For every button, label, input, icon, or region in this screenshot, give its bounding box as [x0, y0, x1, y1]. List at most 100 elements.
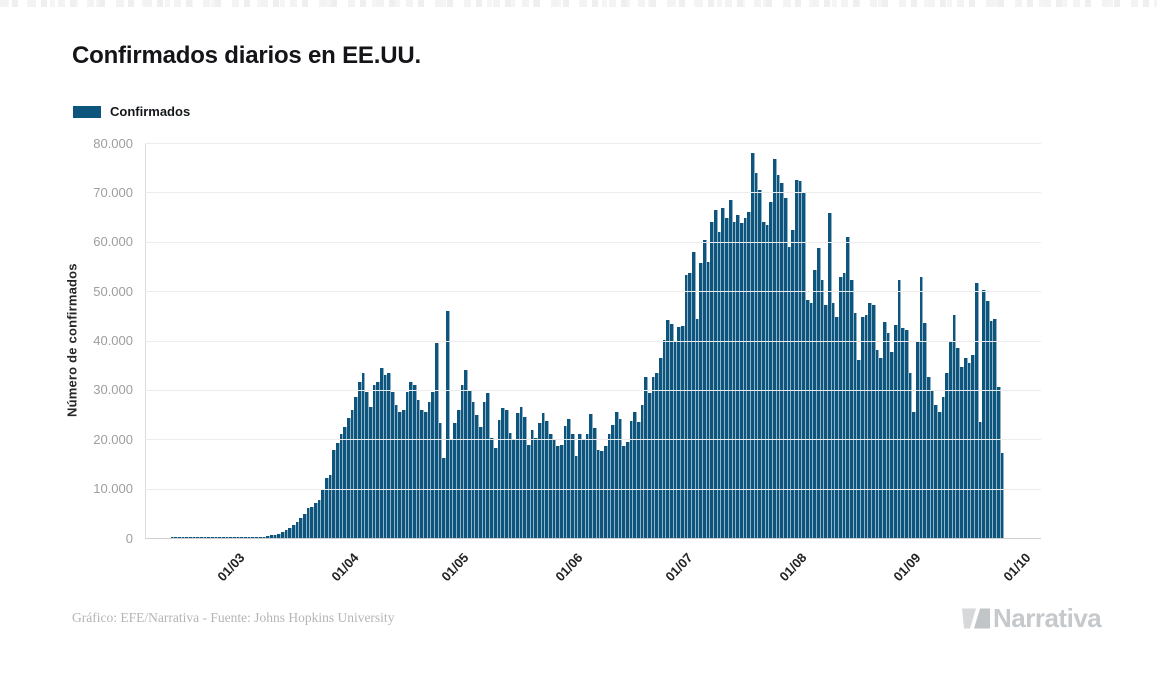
h-gridline: [145, 241, 1041, 243]
bar: [835, 316, 839, 538]
bar: [974, 283, 979, 538]
bar: [394, 404, 399, 538]
y-tick-label: 70.000: [93, 184, 133, 200]
bar: [831, 302, 836, 538]
bar: [695, 319, 700, 538]
bar: [875, 350, 880, 538]
bar: [809, 302, 814, 538]
bar: [192, 537, 197, 538]
bar: [603, 445, 608, 538]
bar: [530, 430, 535, 538]
bar: [229, 537, 234, 538]
bar: [368, 407, 373, 538]
y-tick-label: 60.000: [93, 234, 133, 250]
bar: [501, 408, 505, 538]
bar: [537, 422, 542, 538]
bar: [861, 316, 865, 538]
bar: [453, 423, 458, 538]
bar: [409, 382, 414, 538]
bar: [416, 399, 421, 538]
bar: [633, 412, 638, 538]
bar: [952, 315, 957, 538]
bar: [923, 323, 928, 538]
bar: [666, 320, 671, 538]
bar: [200, 537, 204, 538]
bar: [350, 409, 355, 538]
bar: [637, 421, 641, 538]
bar: [170, 537, 175, 538]
bar: [233, 537, 237, 538]
bar: [692, 251, 696, 538]
bar: [798, 180, 803, 538]
bar: [383, 375, 388, 538]
bar: [380, 367, 384, 538]
bar: [655, 373, 660, 538]
bar: [211, 537, 215, 538]
bar: [479, 426, 483, 538]
h-gridline: [145, 389, 1041, 391]
bar: [993, 319, 997, 538]
bar: [427, 402, 432, 538]
bar: [802, 192, 806, 538]
bar: [725, 218, 729, 538]
bar: [894, 325, 898, 538]
y-tick-label: 20.000: [93, 431, 133, 447]
bar-series: [145, 143, 1041, 538]
bar: [295, 521, 300, 538]
bar: [864, 315, 869, 538]
bar: [240, 537, 245, 538]
bar: [178, 537, 182, 538]
bar: [611, 425, 615, 538]
bar: [677, 326, 682, 538]
bar: [659, 358, 663, 538]
bar: [402, 409, 406, 538]
bar: [420, 409, 425, 538]
bar: [196, 537, 201, 538]
bar: [523, 417, 527, 538]
bar: [339, 434, 344, 538]
y-tick-label: 80.000: [93, 135, 133, 151]
bar: [1000, 453, 1005, 538]
bar: [963, 357, 968, 538]
plot-area: [145, 143, 1041, 539]
bar: [372, 384, 377, 538]
bar: [714, 209, 718, 538]
bar: [600, 451, 604, 538]
bar: [574, 456, 579, 538]
bar: [225, 537, 230, 538]
bar: [174, 537, 179, 538]
bar: [460, 384, 465, 538]
bar: [908, 373, 913, 538]
bar: [534, 438, 538, 538]
bar: [982, 290, 986, 538]
bar: [816, 248, 821, 538]
bar: [919, 276, 924, 538]
bar: [258, 536, 263, 538]
bar: [783, 198, 788, 538]
bar: [273, 534, 278, 538]
bar: [277, 533, 281, 538]
bar: [306, 507, 311, 538]
bar: [596, 449, 601, 538]
bar: [930, 389, 935, 538]
h-gridline: [145, 143, 1041, 144]
bar: [868, 302, 873, 538]
bar: [567, 419, 571, 538]
bar: [321, 490, 325, 538]
bar: [794, 180, 799, 538]
bar: [424, 412, 428, 538]
bar: [747, 212, 751, 538]
x-axis-baseline: [145, 538, 1041, 539]
x-tick-label-text: 01/07: [662, 550, 696, 585]
bar: [750, 153, 755, 538]
bar: [662, 340, 667, 538]
x-tick-label-text: 01/09: [890, 550, 924, 585]
bar: [464, 370, 469, 538]
bar: [780, 182, 784, 538]
bar: [468, 389, 472, 538]
h-gridline: [145, 192, 1041, 194]
x-tick-label-text: 01/10: [1000, 550, 1034, 585]
x-tick-label-text: 01/04: [328, 550, 362, 585]
bar: [626, 441, 630, 538]
bar: [842, 273, 847, 538]
